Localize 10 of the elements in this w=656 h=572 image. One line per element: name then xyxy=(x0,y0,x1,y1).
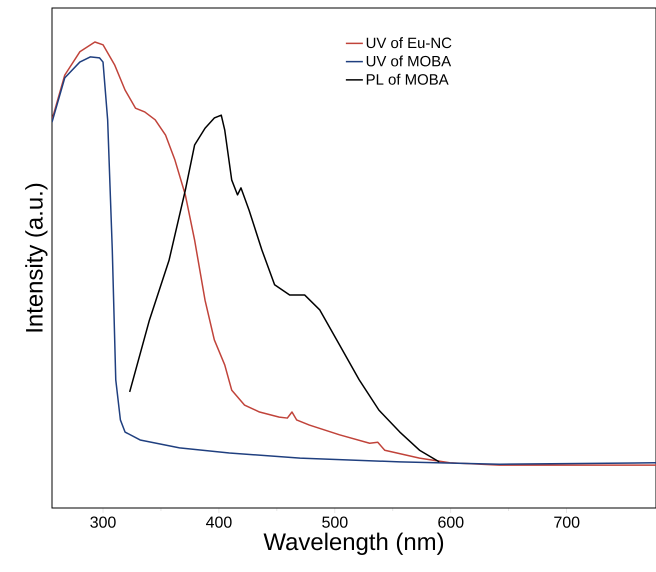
x-tick-label: 600 xyxy=(438,516,464,528)
legend-label: UV of Eu-NC xyxy=(366,37,452,48)
legend-label: UV of MOBA xyxy=(366,55,452,66)
legend-label: PL of MOBA xyxy=(366,74,449,85)
x-axis-title: Wavelength (nm) xyxy=(264,532,444,555)
x-tick-label: 400 xyxy=(206,516,232,528)
y-axis-title: Intensity (a.u.) xyxy=(25,184,48,332)
x-tick-label: 500 xyxy=(322,516,348,528)
x-tick-label: 700 xyxy=(554,516,580,528)
x-tick-label: 300 xyxy=(90,516,116,528)
